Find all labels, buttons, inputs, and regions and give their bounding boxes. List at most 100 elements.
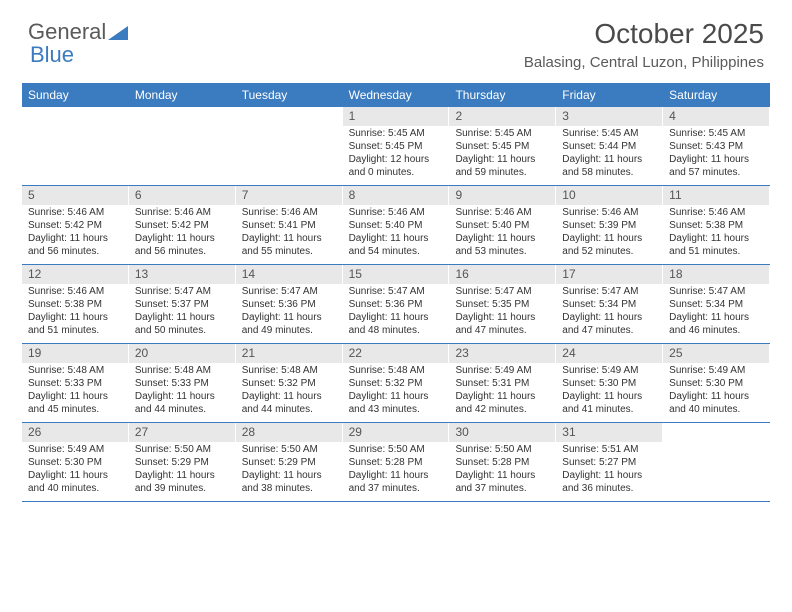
calendar-row: 5Sunrise: 5:46 AMSunset: 5:42 PMDaylight… xyxy=(22,186,770,265)
day-header: Saturday xyxy=(663,83,770,107)
cell-date: 20 xyxy=(129,344,236,363)
cell-line: Sunset: 5:27 PM xyxy=(562,457,659,470)
cell-date: 2 xyxy=(449,107,556,126)
cell-date: 15 xyxy=(343,265,450,284)
cell-line: Sunset: 5:45 PM xyxy=(349,141,446,154)
cell-line: Sunrise: 5:51 AM xyxy=(562,444,659,457)
calendar-cell: 10Sunrise: 5:46 AMSunset: 5:39 PMDayligh… xyxy=(556,186,663,264)
cell-text: Sunrise: 5:51 AMSunset: 5:27 PMDaylight:… xyxy=(556,444,663,495)
calendar: SundayMondayTuesdayWednesdayThursdayFrid… xyxy=(22,83,770,502)
cell-line: Daylight: 11 hours xyxy=(28,391,125,404)
cell-line: Sunrise: 5:50 AM xyxy=(455,444,552,457)
cell-text: Sunrise: 5:48 AMSunset: 5:32 PMDaylight:… xyxy=(343,365,450,416)
calendar-cell xyxy=(22,107,129,185)
cell-line: Daylight: 11 hours xyxy=(669,154,766,167)
cell-date: 28 xyxy=(236,423,343,442)
cell-date: 1 xyxy=(343,107,450,126)
calendar-cell: 8Sunrise: 5:46 AMSunset: 5:40 PMDaylight… xyxy=(343,186,450,264)
cell-line: Daylight: 11 hours xyxy=(455,233,552,246)
cell-date xyxy=(236,107,343,126)
cell-line: Daylight: 11 hours xyxy=(455,154,552,167)
cell-date xyxy=(129,107,236,126)
cell-line: Sunrise: 5:49 AM xyxy=(562,365,659,378)
calendar-cell: 24Sunrise: 5:49 AMSunset: 5:30 PMDayligh… xyxy=(556,344,663,422)
cell-line: Sunrise: 5:45 AM xyxy=(669,128,766,141)
calendar-cell: 7Sunrise: 5:46 AMSunset: 5:41 PMDaylight… xyxy=(236,186,343,264)
cell-line: Sunset: 5:30 PM xyxy=(669,378,766,391)
cell-line: Daylight: 11 hours xyxy=(455,470,552,483)
cell-text: Sunrise: 5:46 AMSunset: 5:42 PMDaylight:… xyxy=(22,207,129,258)
cell-date: 18 xyxy=(663,265,770,284)
cell-text: Sunrise: 5:45 AMSunset: 5:44 PMDaylight:… xyxy=(556,128,663,179)
cell-line: Sunrise: 5:46 AM xyxy=(242,207,339,220)
cell-text: Sunrise: 5:46 AMSunset: 5:38 PMDaylight:… xyxy=(22,286,129,337)
day-header: Friday xyxy=(556,83,663,107)
cell-line: Sunrise: 5:50 AM xyxy=(135,444,232,457)
cell-line: Sunset: 5:44 PM xyxy=(562,141,659,154)
cell-line: Daylight: 11 hours xyxy=(349,312,446,325)
calendar-body: 1 Sunrise: 5:45 AM Sunset: 5:45 PM Daylight… xyxy=(22,107,770,502)
cell-line: and 47 minutes. xyxy=(562,325,659,338)
cell-line: and 40 minutes. xyxy=(669,404,766,417)
calendar-cell: 19Sunrise: 5:48 AMSunset: 5:33 PMDayligh… xyxy=(22,344,129,422)
cell-line: Sunrise: 5:46 AM xyxy=(135,207,232,220)
cell-line: Daylight: 11 hours xyxy=(242,312,339,325)
cell-line: Sunrise: 5:47 AM xyxy=(135,286,232,299)
calendar-cell: 31Sunrise: 5:51 AMSunset: 5:27 PMDayligh… xyxy=(556,423,663,501)
cell-line: and 0 minutes. xyxy=(349,167,446,180)
cell-line: Daylight: 11 hours xyxy=(562,154,659,167)
cell-line: Sunrise: 5:45 AM xyxy=(455,128,552,141)
cell-line: Sunset: 5:31 PM xyxy=(455,378,552,391)
calendar-cell: 28Sunrise: 5:50 AMSunset: 5:29 PMDayligh… xyxy=(236,423,343,501)
cell-line: Sunset: 5:30 PM xyxy=(562,378,659,391)
cell-line: and 46 minutes. xyxy=(669,325,766,338)
cell-date: 29 xyxy=(343,423,450,442)
cell-line: Daylight: 11 hours xyxy=(455,391,552,404)
calendar-header-row: SundayMondayTuesdayWednesdayThursdayFrid… xyxy=(22,83,770,107)
cell-line: and 58 minutes. xyxy=(562,167,659,180)
cell-text: Sunrise: 5:49 AMSunset: 5:30 PMDaylight:… xyxy=(663,365,770,416)
cell-line: and 36 minutes. xyxy=(562,483,659,496)
cell-line: Daylight: 11 hours xyxy=(349,470,446,483)
cell-line: and 48 minutes. xyxy=(349,325,446,338)
cell-line: Sunrise: 5:46 AM xyxy=(455,207,552,220)
cell-line: and 56 minutes. xyxy=(135,246,232,259)
cell-line: Daylight: 11 hours xyxy=(242,233,339,246)
cell-line: Sunset: 5:34 PM xyxy=(562,299,659,312)
cell-line: Sunset: 5:40 PM xyxy=(349,220,446,233)
cell-line: and 47 minutes. xyxy=(455,325,552,338)
cell-line: Daylight: 11 hours xyxy=(349,391,446,404)
calendar-cell: 18Sunrise: 5:47 AMSunset: 5:34 PMDayligh… xyxy=(663,265,770,343)
calendar-cell: 12Sunrise: 5:46 AMSunset: 5:38 PMDayligh… xyxy=(22,265,129,343)
cell-text: Sunrise: 5:46 AMSunset: 5:40 PMDaylight:… xyxy=(343,207,450,258)
cell-date: 6 xyxy=(129,186,236,205)
cell-text: Sunrise: 5:45 AMSunset: 5:43 PMDaylight:… xyxy=(663,128,770,179)
calendar-cell xyxy=(663,423,770,501)
calendar-cell xyxy=(236,107,343,185)
cell-line: Sunset: 5:32 PM xyxy=(242,378,339,391)
cell-line: and 37 minutes. xyxy=(349,483,446,496)
cell-line: Sunrise: 5:48 AM xyxy=(349,365,446,378)
calendar-cell: 22Sunrise: 5:48 AMSunset: 5:32 PMDayligh… xyxy=(343,344,450,422)
title-block: October 2025 Balasing, Central Luzon, Ph… xyxy=(524,18,764,71)
cell-line: and 38 minutes. xyxy=(242,483,339,496)
calendar-cell: 11Sunrise: 5:46 AMSunset: 5:38 PMDayligh… xyxy=(663,186,770,264)
cell-line: Sunset: 5:42 PM xyxy=(135,220,232,233)
cell-text: Sunrise: 5:49 AMSunset: 5:30 PMDaylight:… xyxy=(22,444,129,495)
cell-line: Daylight: 11 hours xyxy=(562,391,659,404)
logo-triangle-icon xyxy=(108,20,128,46)
cell-text: Sunrise: 5:49 AMSunset: 5:30 PMDaylight:… xyxy=(556,365,663,416)
cell-line: Daylight: 11 hours xyxy=(28,312,125,325)
calendar-cell: 14Sunrise: 5:47 AMSunset: 5:36 PMDayligh… xyxy=(236,265,343,343)
calendar-row: 26Sunrise: 5:49 AMSunset: 5:30 PMDayligh… xyxy=(22,423,770,502)
cell-line: Sunrise: 5:48 AM xyxy=(28,365,125,378)
cell-text: Sunrise: 5:50 AMSunset: 5:29 PMDaylight:… xyxy=(129,444,236,495)
cell-line: Daylight: 11 hours xyxy=(349,233,446,246)
cell-line: and 52 minutes. xyxy=(562,246,659,259)
cell-line: and 51 minutes. xyxy=(669,246,766,259)
cell-date: 25 xyxy=(663,344,770,363)
cell-line: Sunrise: 5:46 AM xyxy=(28,286,125,299)
cell-date: 9 xyxy=(449,186,556,205)
cell-line: Daylight: 11 hours xyxy=(242,470,339,483)
calendar-row: 1 Sunrise: 5:45 AM Sunset: 5:45 PM Daylight… xyxy=(22,107,770,186)
